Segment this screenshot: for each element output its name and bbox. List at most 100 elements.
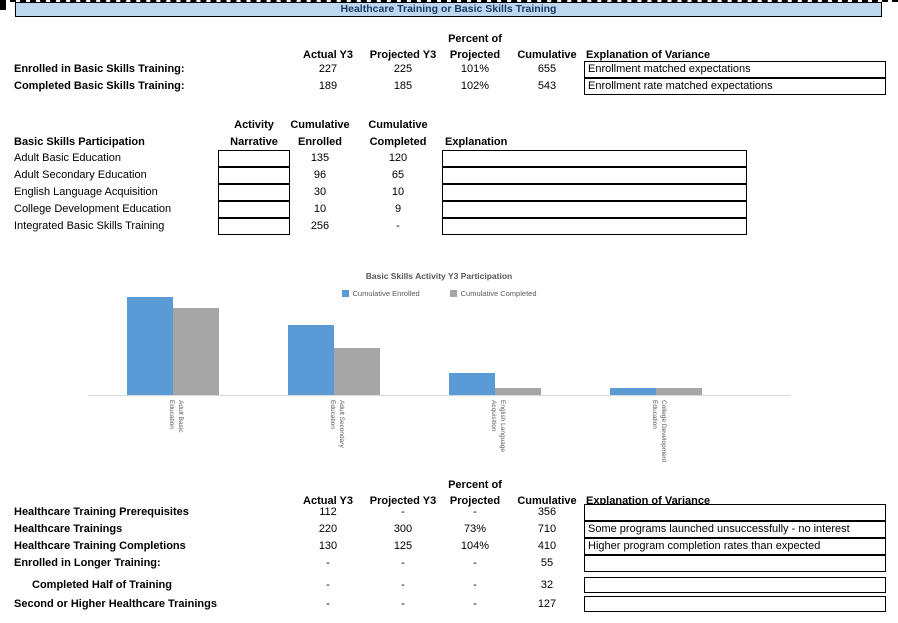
- cell-enrolled: 135: [310, 152, 330, 164]
- table-row: College Development Education 10 9: [0, 201, 898, 218]
- x-axis-category-label: College Development Education: [651, 400, 667, 463]
- cell-projected: -: [401, 579, 405, 591]
- col-header-explanation: Explanation: [445, 136, 508, 148]
- cell-projected: -: [401, 506, 405, 518]
- page-corner-mark: [0, 0, 6, 10]
- chart-plot-area: Adult Basic Education Adult Secondary Edu…: [0, 260, 898, 485]
- cell-percent: 104%: [460, 540, 490, 552]
- sheet-title-bar: Healthcare Training or Basic Skills Trai…: [15, 2, 882, 17]
- explanation-field[interactable]: [584, 504, 886, 521]
- activity-narrative-field[interactable]: [218, 150, 290, 167]
- explanation-field[interactable]: [442, 201, 747, 218]
- bar-cumulative-completed: [173, 308, 219, 395]
- row-label: English Language Acquisition: [14, 186, 158, 198]
- row-label: Healthcare Training Prerequisites: [14, 506, 189, 518]
- row-label: Healthcare Training Completions: [14, 540, 186, 552]
- cell-cumulative: 32: [540, 579, 554, 591]
- cell-completed: 10: [391, 186, 405, 198]
- col-header-explanation-of-variance: Explanation of Variance: [586, 49, 711, 61]
- bar-cumulative-completed: [495, 388, 541, 395]
- cell-actual: 189: [318, 80, 338, 92]
- cell-enrolled: 30: [313, 186, 327, 198]
- bar-cumulative-completed: [656, 388, 702, 395]
- row-label: Integrated Basic Skills Training: [14, 220, 165, 232]
- cell-actual: -: [326, 579, 330, 591]
- activity-narrative-field[interactable]: [218, 167, 290, 184]
- chart-title: Basic Skills Activity Y3 Participation: [365, 271, 513, 281]
- x-axis-line: [88, 395, 790, 396]
- row-label: Enrolled in Longer Training:: [14, 557, 161, 569]
- row-label: Enrolled in Basic Skills Training:: [14, 63, 185, 75]
- col-header-cumulative-1: Cumulative: [290, 119, 350, 131]
- cell-completed: 65: [391, 169, 405, 181]
- participation-header-row-2: Basic Skills Participation Narrative Enr…: [0, 134, 898, 151]
- table-row: Integrated Basic Skills Training 256 -: [0, 218, 898, 235]
- explanation-field[interactable]: [584, 577, 886, 593]
- col-header-activity: Activity: [234, 119, 274, 131]
- cell-percent: 101%: [460, 63, 490, 75]
- explanation-field[interactable]: Enrollment matched expectations: [584, 61, 886, 78]
- cell-cumulative: 543: [537, 80, 557, 92]
- table-row: Adult Secondary Education 96 65: [0, 167, 898, 184]
- legend-label: Cumulative Enrolled: [352, 289, 420, 298]
- col-header-cumulative: Cumulative: [517, 495, 577, 507]
- participation-header-row-1: Activity Cumulative Cumulative: [0, 117, 898, 134]
- row-label: Second or Higher Healthcare Trainings: [14, 598, 217, 610]
- legend-label: Cumulative Completed: [460, 289, 537, 298]
- cell-projected: -: [401, 598, 405, 610]
- hc-header-percent-of: Percent of: [448, 479, 502, 491]
- col-header-projected-y3: Projected Y3: [369, 495, 437, 507]
- x-axis-category-label: English Language Acquisition: [490, 400, 506, 453]
- cell-actual: 112: [319, 506, 337, 518]
- top-header-row: Actual Y3 Projected Y3 Projected Cumulat…: [0, 47, 898, 64]
- activity-narrative-field[interactable]: [218, 201, 290, 218]
- cell-percent: 102%: [460, 80, 490, 92]
- cell-projected: 185: [393, 80, 413, 92]
- top-header-percent-of: Percent of: [448, 33, 502, 45]
- col-header-projected-y3: Projected Y3: [369, 49, 437, 61]
- cell-projected: 300: [393, 523, 413, 535]
- cell-percent: -: [473, 557, 477, 569]
- table-row: Adult Basic Education 135 120: [0, 150, 898, 167]
- cell-projected: -: [401, 557, 405, 569]
- activity-narrative-field[interactable]: [218, 184, 290, 201]
- explanation-field[interactable]: [442, 218, 747, 235]
- chart-legend: Cumulative Enrolled Cumulative Completed: [88, 289, 790, 298]
- cell-cumulative: 55: [540, 557, 554, 569]
- cell-percent: 73%: [463, 523, 487, 535]
- participation-table-title: Basic Skills Participation: [14, 136, 145, 148]
- table-row: Second or Higher Healthcare Trainings - …: [0, 596, 898, 613]
- cell-cumulative: 356: [537, 506, 557, 518]
- sheet-title: Healthcare Training or Basic Skills Trai…: [340, 3, 557, 15]
- cell-enrolled: 10: [313, 203, 327, 215]
- table-row: Completed Basic Skills Training: 189 185…: [0, 78, 898, 95]
- cell-enrolled: 256: [310, 220, 330, 232]
- row-label: Adult Basic Education: [14, 152, 122, 164]
- col-header-actual-y3: Actual Y3: [303, 495, 353, 507]
- activity-narrative-field[interactable]: [218, 218, 290, 235]
- bar-cumulative-enrolled: [610, 388, 656, 395]
- col-header-completed: Completed: [369, 136, 427, 148]
- explanation-field[interactable]: [584, 596, 886, 612]
- cell-actual: -: [326, 557, 330, 569]
- explanation-field[interactable]: [442, 150, 747, 167]
- row-label: Healthcare Trainings: [14, 523, 123, 535]
- cell-percent: -: [473, 579, 477, 591]
- row-label: Adult Secondary Education: [14, 169, 147, 181]
- explanation-field[interactable]: Some programs launched unsuccessfully - …: [584, 521, 886, 538]
- explanation-field[interactable]: [442, 184, 747, 201]
- cell-actual: 220: [318, 523, 338, 535]
- cell-percent: -: [473, 598, 477, 610]
- col-header-cumulative-2: Cumulative: [368, 119, 428, 131]
- explanation-field[interactable]: Higher program completion rates than exp…: [584, 538, 886, 555]
- explanation-field[interactable]: Enrollment rate matched expectations: [584, 78, 886, 95]
- explanation-field[interactable]: [584, 555, 886, 572]
- x-axis-category-label: Adult Basic Education: [168, 400, 184, 433]
- x-axis-category-label: Adult Secondary Education: [329, 400, 345, 448]
- cell-projected: 225: [393, 63, 413, 75]
- legend-item: Cumulative Enrolled: [341, 289, 420, 298]
- explanation-field[interactable]: [442, 167, 747, 184]
- legend-swatch-icon: [449, 290, 457, 297]
- page-break-line: [0, 0, 898, 2]
